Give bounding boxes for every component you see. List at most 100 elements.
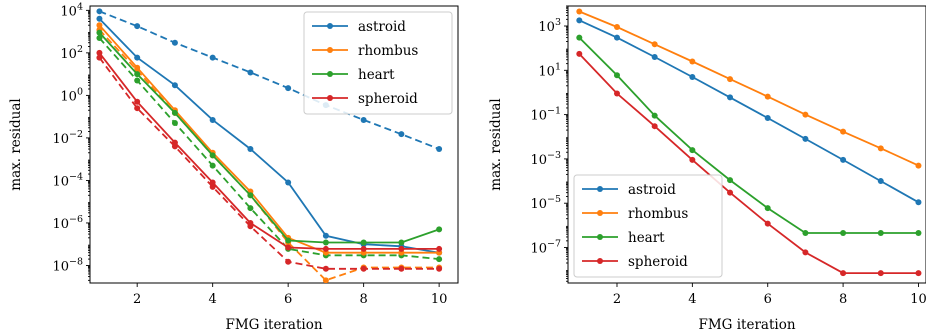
data-point-spheroid-solid	[576, 50, 583, 57]
data-point-c1f77b4-dashed	[96, 8, 103, 15]
data-point-heart-solid	[802, 230, 809, 237]
data-point-rhombus-solid	[613, 24, 620, 31]
series-line-heart-solid	[98, 31, 440, 244]
data-point-spheroid-solid	[689, 156, 696, 163]
data-point-c1f77b4-dashed	[436, 146, 443, 153]
series-group	[576, 8, 922, 277]
data-point-astroid-solid	[96, 15, 103, 22]
x-tick-label: 6	[284, 292, 292, 307]
data-point-spheroid-solid	[651, 123, 658, 130]
chart-panel-1: 2 4 6 8 10 104 102 100 10−2 10−4 10−6 10−8 FMG itera…	[8, 1, 459, 333]
x-tick-label: 10	[910, 292, 926, 307]
y-tick-label: 101	[538, 61, 561, 79]
data-point-cff7f0e-dashed	[322, 277, 329, 283]
y-tick-label: 100	[60, 86, 83, 104]
legend-marker-rhombus	[597, 210, 603, 216]
data-point-rhombus-solid	[651, 41, 658, 48]
legend-marker-rhombus	[327, 47, 333, 53]
y-tick-label: 10−8	[52, 256, 83, 274]
legend-label-spheroid: spheroid	[358, 91, 418, 107]
x-tick-label: 10	[431, 292, 448, 307]
x-tick-label: 2	[133, 292, 141, 307]
data-point-spheroid-solid	[727, 189, 734, 196]
legend-frame	[303, 11, 453, 115]
legend-label-rhombus: rhombus	[628, 206, 688, 222]
data-point-c2ca02c-dashed	[96, 35, 103, 42]
data-point-rhombus-solid	[877, 145, 884, 152]
data-point-rhombus-solid	[96, 22, 103, 29]
data-point-rhombus-solid	[576, 8, 583, 15]
data-point-spheroid-solid	[209, 179, 216, 186]
data-point-astroid-solid	[802, 135, 809, 142]
plot-frame	[567, 5, 926, 284]
data-point-c2ca02c-dashed	[247, 205, 254, 212]
legend-marker-heart	[327, 71, 333, 77]
legend-label-heart: heart	[628, 230, 665, 246]
data-point-heart-solid	[877, 230, 884, 237]
x-tick-label: 8	[360, 292, 368, 307]
data-point-heart-solid	[840, 230, 847, 237]
data-point-astroid-solid	[877, 178, 884, 185]
data-point-c2ca02c-dashed	[209, 162, 216, 169]
data-point-rhombus-solid	[915, 162, 922, 169]
series-line-heart-solid	[578, 36, 919, 234]
data-point-astroid-solid	[134, 54, 141, 61]
series-line-c2ca02c-dashed	[98, 37, 440, 260]
data-point-heart-solid	[134, 71, 141, 78]
data-point-astroid-solid	[613, 34, 620, 41]
data-point-spheroid-solid	[96, 49, 103, 56]
data-point-heart-solid	[576, 34, 583, 41]
data-point-heart-solid	[915, 230, 922, 237]
legend-label-spheroid: spheroid	[628, 254, 688, 270]
series-line-c1f77b4-dashed	[99, 10, 440, 150]
y-tick-label: 10−3	[530, 150, 561, 168]
data-point-c1f77b4-dashed	[247, 69, 254, 76]
y-tick-label: 10−1	[530, 106, 561, 124]
series-line-spheroid-solid	[578, 53, 919, 275]
series-line-astroid-solid	[98, 18, 440, 254]
data-point-heart-solid	[398, 239, 405, 246]
data-point-spheroid-solid	[802, 249, 809, 256]
data-point-spheroid-solid	[915, 270, 922, 277]
data-point-astroid-solid	[840, 156, 847, 163]
data-point-spheroid-solid	[134, 98, 141, 105]
data-point-spheroid-solid	[360, 245, 367, 252]
data-point-heart-solid	[764, 205, 771, 212]
data-point-cd62728-dashed	[398, 265, 405, 272]
data-point-astroid-solid	[171, 82, 178, 89]
data-point-heart-solid	[209, 152, 216, 159]
y-tick-label: 10−5	[530, 194, 561, 212]
data-point-astroid-solid	[285, 179, 292, 186]
series-line-rhombus-solid	[578, 10, 919, 167]
data-point-astroid-solid	[247, 146, 254, 153]
y-tick-label: 10−2	[52, 129, 83, 147]
data-point-rhombus-solid	[134, 64, 141, 71]
x-tick-label: 8	[839, 292, 847, 307]
legend: astroid rhombus heart spheroid	[303, 11, 453, 115]
series-line-spheroid-solid	[98, 52, 440, 250]
data-point-heart-solid	[322, 239, 329, 246]
series-line-astroid-solid	[578, 19, 919, 204]
data-point-c1f77b4-dashed	[285, 85, 292, 92]
data-point-astroid-solid	[915, 199, 922, 206]
y-tick-label: 10−6	[52, 214, 83, 232]
legend: astroid rhombus heart spheroid	[573, 174, 723, 278]
x-axis-label: FMG iteration	[698, 317, 795, 333]
x-tick-label: 4	[688, 292, 696, 307]
legend-marker-astroid	[327, 23, 333, 29]
data-point-astroid-solid	[651, 53, 658, 60]
data-point-c1f77b4-dashed	[134, 23, 141, 30]
data-point-spheroid-solid	[436, 245, 443, 252]
data-point-astroid-solid	[689, 73, 696, 80]
data-point-rhombus-solid	[840, 128, 847, 135]
data-point-c1f77b4-dashed	[398, 131, 405, 138]
data-point-heart-solid	[689, 147, 696, 154]
data-point-astroid-solid	[209, 116, 216, 123]
data-point-c2ca02c-dashed	[171, 120, 178, 127]
data-point-spheroid-solid	[322, 245, 329, 252]
x-tick-label: 6	[764, 292, 772, 307]
data-point-rhombus-solid	[727, 76, 734, 83]
legend-frame	[573, 174, 723, 278]
data-point-cd62728-dashed	[134, 105, 141, 112]
